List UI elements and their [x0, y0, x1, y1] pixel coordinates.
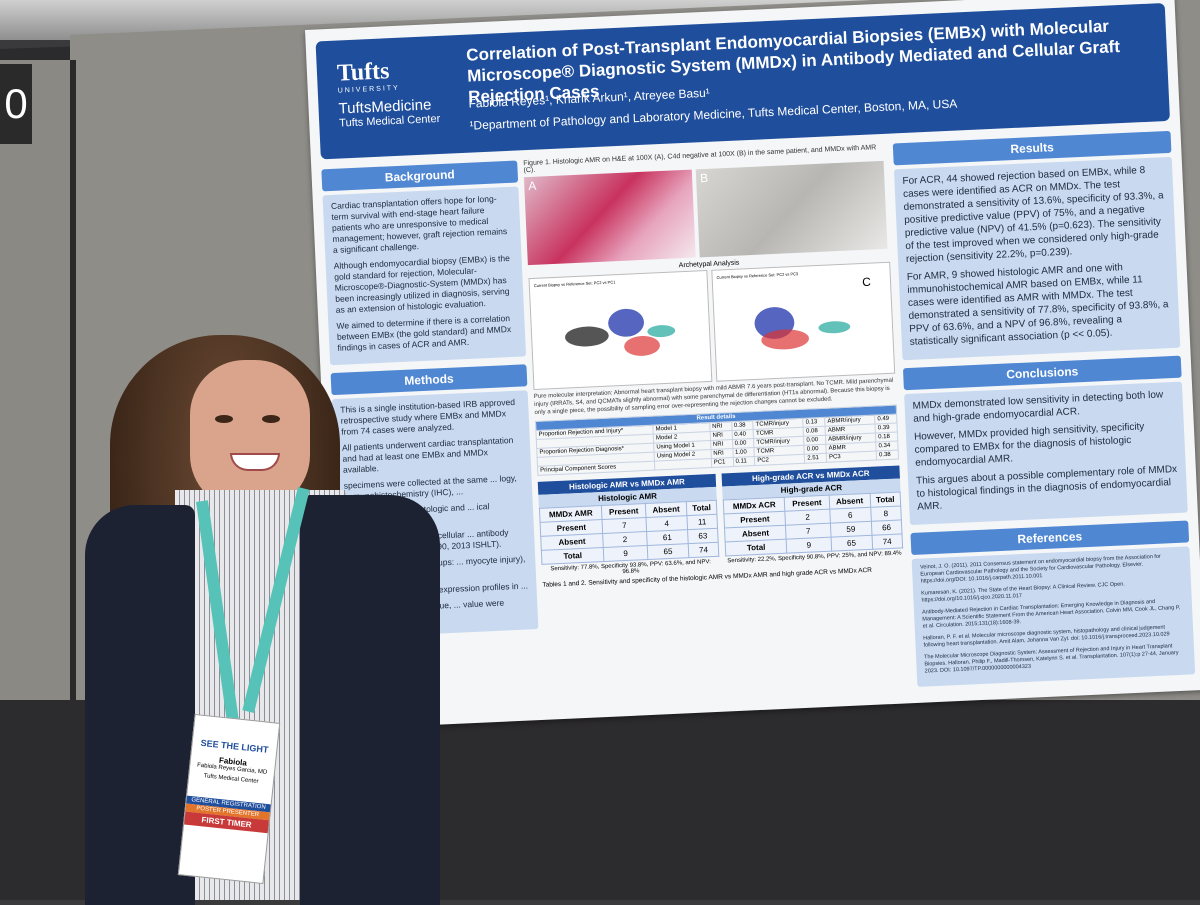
contingency-tables: Histologic AMR vs MMDx AMR Histologic AM…	[537, 465, 904, 579]
c4d-stain-image: B	[695, 160, 888, 258]
presenter-eye	[262, 415, 280, 423]
methods-item: All patients underwent cardiac transplan…	[341, 434, 514, 475]
adjacent-board	[0, 60, 76, 720]
badge-event: SEE THE LIGHT	[200, 737, 269, 755]
table-acr-grid: MMDx ACR Present Absent Total Present 2 6 8…	[723, 491, 903, 556]
presenter-face	[190, 360, 310, 510]
presenter-eye	[215, 415, 233, 423]
table-acr: High-grade ACR vs MMDx ACR High-grade AC…	[721, 465, 904, 570]
research-poster: Tufts UNIVERSITY TuftsMedicine Tufts Med…	[305, 0, 1200, 730]
cell: 9	[786, 537, 832, 554]
cell: 8	[870, 505, 902, 522]
background-heading: Background	[321, 160, 519, 192]
scatter-plot-title: Current Biopsy vs Reference Set: PC2 vs …	[717, 271, 800, 280]
figure-label-c: C	[862, 275, 872, 289]
cell: 74	[688, 542, 719, 558]
presenter-cardigan-left	[85, 505, 195, 905]
injury-cluster	[647, 325, 676, 338]
scatter-plot-pc2-pc3: Current Biopsy vs Reference Set: PC2 vs …	[711, 261, 896, 382]
figure-label-a: A	[527, 178, 537, 194]
conclusions-item: This argues about a possible complementa…	[915, 463, 1178, 513]
cell: 11	[686, 514, 718, 530]
references-body: Veinot, J. O. (2011). 2011 Consensus sta…	[911, 546, 1196, 687]
cell: 65	[830, 535, 873, 552]
cell: 63	[687, 528, 719, 544]
row-header: Total	[725, 539, 788, 556]
results-item: For AMR, 9 showed histologic AMR and one…	[906, 262, 1169, 348]
results-item: For ACR, 44 showed rejection based on EM…	[902, 165, 1164, 265]
results-body: For ACR, 44 showed rejection based on EM…	[893, 156, 1181, 361]
cell	[654, 458, 712, 471]
name-badge: SEE THE LIGHT Fabiola Fabiola Reyes Garc…	[177, 713, 281, 885]
background-item: Cardiac transplantation offers hope for …	[330, 193, 508, 255]
background-item: Although endomyocardial biopsy (EMBx) is…	[333, 252, 511, 315]
cell: PC2	[754, 454, 805, 466]
row-header: Total	[541, 547, 605, 565]
scatter-plot-title: Current Biopsy vs Reference Set: PC2 vs …	[534, 279, 617, 288]
mmdx-scatter-plots: Current Biopsy vs Reference Set: PC2 vs …	[528, 261, 896, 391]
injury-cluster	[818, 321, 851, 334]
background-item: We aimed to determine if there is a corr…	[336, 313, 512, 353]
booth-number: 0	[0, 64, 32, 144]
abmr-cluster	[608, 308, 644, 337]
cell: 2.51	[804, 453, 827, 464]
col-header: Total	[869, 491, 901, 508]
cell: 74	[871, 533, 903, 550]
background-body: Cardiac transplantation offers hope for …	[322, 186, 527, 366]
scatter-points-cluster	[565, 308, 676, 356]
cell: 0.11	[732, 456, 756, 467]
he-stain-image: A	[523, 169, 696, 266]
methods-heading: Methods	[330, 364, 528, 396]
conclusions-item: However, MMDx provided high sensitivity,…	[913, 421, 1145, 469]
figure-images: A B	[523, 160, 890, 266]
scatter-plot-pc2-pc1: Current Biopsy vs Reference Set: PC2 vs …	[528, 269, 713, 391]
tcmr-cluster	[624, 335, 660, 356]
cell: 0.38	[876, 450, 899, 461]
cell: 9	[603, 545, 648, 562]
middle-column: Figure 1. Histologic AMR on H&E at 100X …	[523, 144, 904, 589]
scatter-points-cluster	[754, 307, 851, 350]
table-amr-grid: MMDx AMR Present Absent Total Present 7 4 1…	[539, 500, 719, 565]
nr-cluster	[565, 326, 609, 347]
figure-label-b: B	[699, 170, 709, 186]
cell: PC3	[826, 451, 877, 463]
col-header: Total	[686, 500, 717, 516]
cell: PC1	[711, 457, 734, 468]
tufts-logo: Tufts UNIVERSITY TuftsMedicine Tufts Med…	[336, 56, 449, 129]
methods-item: This is a single institution-based IRB a…	[340, 396, 516, 437]
presenter-cardigan-right	[300, 495, 440, 905]
result-details-table: Result details Proportion Rejection and …	[535, 405, 899, 476]
right-column: Results For ACR, 44 showed rejection bas…	[892, 130, 1196, 695]
tcmr-cluster	[761, 329, 809, 350]
conclusions-body: MMDx demonstrated low sensitivity in det…	[904, 381, 1188, 526]
cell: 65	[647, 543, 689, 560]
table-amr: Histologic AMR vs MMDx AMR Histologic AM…	[537, 473, 720, 579]
cell: 66	[871, 519, 902, 536]
